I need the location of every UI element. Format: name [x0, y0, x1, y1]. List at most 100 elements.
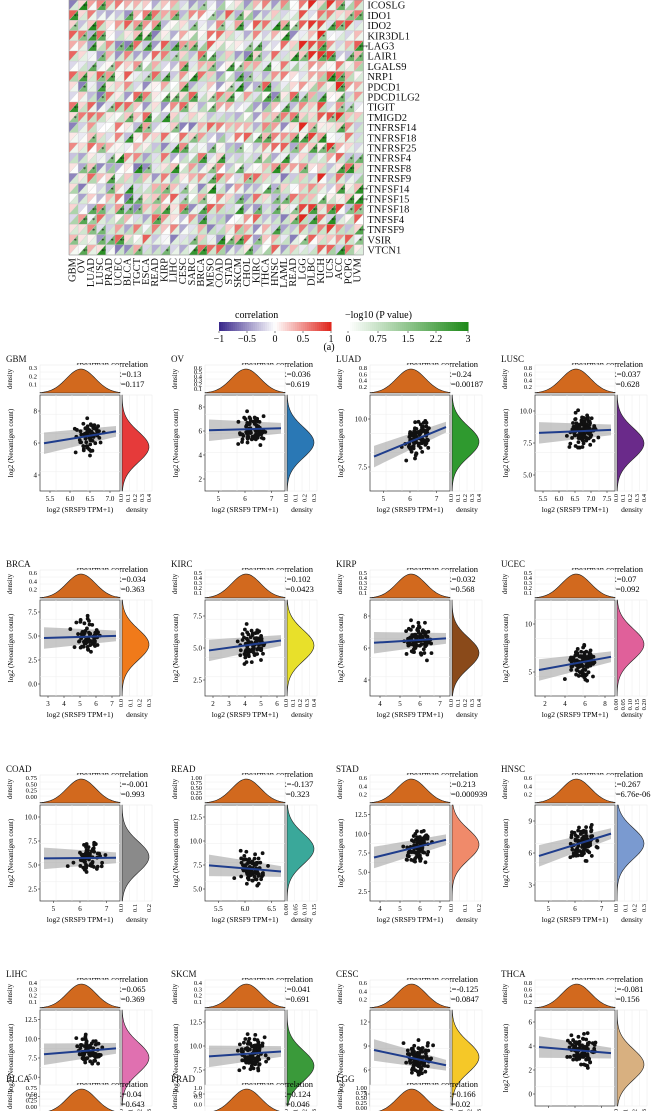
significance-stars: * [258, 86, 261, 92]
scatter-point [245, 436, 250, 441]
significance-stars: * [74, 24, 77, 30]
x-axis-label: log2 (SRSF9 TPM+1) [377, 915, 444, 924]
scatter-point [257, 419, 262, 424]
scatter-point [249, 1064, 254, 1068]
scatter-point [88, 453, 92, 458]
significance-stars: * [359, 208, 362, 214]
scatter-point [569, 835, 574, 840]
right-density-tick: 0.2 [632, 904, 639, 912]
top-density-tick: 0.25 [26, 1098, 37, 1105]
y-tick-label: 2.5 [28, 886, 37, 894]
significance-stars: * [258, 157, 261, 163]
y-tick-label: 5.0 [28, 633, 37, 641]
scatter-point [585, 1031, 590, 1036]
scatter-point [87, 618, 91, 623]
scatter-point [259, 877, 263, 882]
scatter-point [238, 648, 243, 653]
top-density-tick: 0.6 [524, 986, 533, 993]
scatter-point [579, 853, 584, 858]
right-density-tick: 0.2 [137, 699, 144, 707]
x-axis-label: log2 (SRSF9 TPM+1) [47, 710, 114, 719]
panel-p-value: P=0.691 [281, 994, 310, 1004]
panel-p-value: P=0.156 [611, 994, 640, 1004]
scatter-point [421, 1063, 426, 1068]
significance-stars: * [304, 96, 307, 102]
scatter-point [83, 859, 87, 864]
scatter-point [96, 1061, 100, 1066]
x-tick-label: 7 [110, 700, 114, 708]
y-axis-label: log2 (Neoantigen count) [337, 818, 345, 887]
significance-stars: * [276, 116, 279, 122]
y-tick-label: 12 [360, 1019, 368, 1027]
y-axis-label: log2 (Neoantigen count) [502, 818, 510, 887]
significance-stars: ** [359, 228, 365, 234]
significance-stars: * [203, 55, 206, 61]
x-tick-label: 8 [603, 700, 607, 708]
y-tick-label: 4 [364, 677, 368, 685]
legend-pvalue-swatch [466, 322, 469, 331]
significance-stars: ** [341, 4, 347, 10]
panel-label-a: (a) [323, 342, 334, 353]
scatter-point [574, 668, 579, 672]
scatter-point [579, 649, 584, 654]
x-tick-label: 6.5 [86, 495, 95, 503]
right-density-xlabel: density [291, 915, 313, 924]
top-density-ylabel: density [336, 778, 344, 799]
significance-stars: ** [157, 218, 163, 224]
significance-stars: * [276, 96, 279, 102]
scatter-point [420, 1071, 424, 1076]
scatter-point [411, 624, 415, 629]
heatmap: ** * **** ** ** * * * ** ** * * ** * ** ** ** ** * ** * ** ** *… [68, 0, 368, 256]
scatter-point [103, 853, 108, 857]
scatter-point [249, 660, 254, 665]
significance-stars: * [230, 86, 233, 92]
x-tick-label: 5 [398, 700, 402, 708]
x-axis-label: log2 (SRSF9 TPM+1) [542, 915, 609, 924]
significance-stars: * [111, 188, 114, 194]
scatter-point [81, 444, 86, 448]
right-density-xlabel: density [621, 505, 643, 514]
scatter-point [89, 423, 94, 428]
significance-stars: * [331, 116, 334, 122]
right-density-tick: 0.1 [292, 494, 299, 502]
panel-r-value: R=0.037 [611, 369, 641, 379]
scatter-point [412, 429, 417, 434]
scatter-point [426, 445, 431, 450]
scatter-panel-kirp: KIRP spearman correlationR=0.032P=0.5680.… [336, 559, 483, 719]
significance-stars: ** [193, 96, 199, 102]
scatter-point [562, 677, 567, 681]
right-density-tick: 0.0 [613, 494, 620, 502]
scatter-point [244, 849, 249, 854]
y-tick-label: 12.5 [190, 1019, 203, 1027]
x-tick-label: 7.0 [587, 495, 596, 503]
scatter-point [245, 409, 249, 414]
y-tick-label: 2 [529, 1067, 533, 1075]
x-tick-label: 7 [438, 700, 442, 708]
significance-stars: * [138, 208, 141, 214]
scatter-point [580, 668, 585, 673]
top-density-tick: 0.4 [524, 783, 533, 790]
panel-p-value: P=0.0423 [281, 584, 314, 594]
significance-stars: * [239, 65, 242, 71]
right-density-xlabel: density [126, 505, 148, 514]
y-tick-label: 5 [529, 669, 533, 677]
significance-stars: * [184, 45, 187, 51]
panel-p-value: P=0.369 [116, 994, 145, 1004]
right-density-tick: 0.0 [118, 904, 125, 912]
x-tick-label: 5 [398, 905, 402, 913]
scatter-point [591, 660, 596, 665]
significance-stars: ** [184, 147, 190, 153]
top-density-tick: 0.2 [524, 999, 532, 1006]
scatter-point [584, 859, 589, 863]
scatter-point [576, 440, 581, 445]
scatter-point [423, 1069, 428, 1074]
scatter-point [235, 1048, 240, 1053]
right-density-tick: 0.05 [620, 699, 627, 710]
scatter-point [415, 628, 420, 632]
legend-correlation-tick: 0.5 [297, 334, 310, 345]
scatter-point [413, 453, 418, 458]
scatter-point [235, 639, 240, 644]
x-tick-label: 5.5 [46, 495, 55, 503]
scatter-point [416, 443, 421, 448]
right-density-tick: 0.2 [476, 904, 483, 912]
